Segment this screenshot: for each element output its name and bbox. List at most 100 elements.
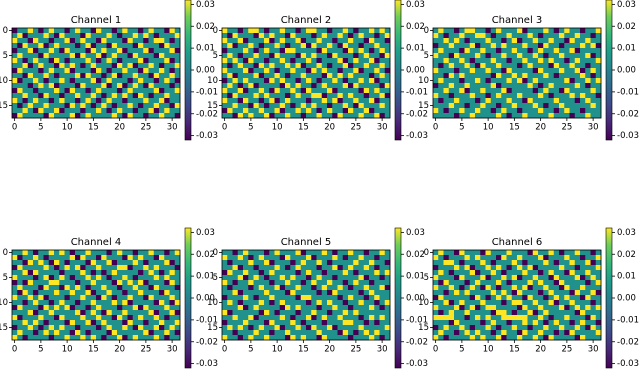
heatmap-cell xyxy=(64,33,71,39)
heatmap-cell xyxy=(22,33,29,39)
heatmap-cell xyxy=(285,295,291,301)
heatmap-cell xyxy=(90,88,97,94)
heatmap-cell xyxy=(64,93,71,99)
heatmap-cell xyxy=(321,38,328,44)
heatmap-cell xyxy=(43,78,50,84)
heatmap-cell xyxy=(490,260,497,266)
heatmap-cell xyxy=(96,68,102,74)
heatmap-cell xyxy=(569,250,576,256)
heatmap-cell xyxy=(464,103,471,109)
heatmap-cell xyxy=(501,270,507,276)
panel-title: Channel 5 xyxy=(281,237,332,248)
heatmap-cell xyxy=(496,43,502,49)
heatmap-cell xyxy=(321,33,328,39)
heatmap-cell xyxy=(532,38,539,44)
heatmap-cell xyxy=(43,265,50,271)
heatmap-cell xyxy=(90,38,97,44)
heatmap-cell xyxy=(122,275,128,281)
heatmap-cell xyxy=(248,83,254,89)
heatmap-cell xyxy=(132,335,139,341)
heatmap-cell xyxy=(511,275,518,281)
heatmap-cell xyxy=(17,275,23,281)
heatmap-cell xyxy=(248,275,254,281)
heatmap-cell xyxy=(543,300,549,306)
heatmap-cell xyxy=(595,38,602,44)
heatmap-cell xyxy=(316,310,323,316)
heatmap-cell xyxy=(337,93,344,99)
heatmap-cell xyxy=(580,48,586,54)
heatmap-cell xyxy=(253,108,260,114)
heatmap-cell xyxy=(22,315,29,321)
x-tick-label: 25 xyxy=(350,123,361,133)
heatmap-cell xyxy=(64,113,71,119)
heatmap-cell xyxy=(96,320,102,326)
heatmap-cell xyxy=(348,260,354,266)
heatmap-cell xyxy=(169,68,176,74)
heatmap-cell xyxy=(522,103,528,109)
heatmap-cell xyxy=(43,250,50,256)
heatmap-cell xyxy=(532,33,539,39)
heatmap-cell xyxy=(517,325,523,331)
heatmap-cell xyxy=(75,28,81,34)
heatmap-cell xyxy=(369,320,375,326)
heatmap-cell xyxy=(501,28,507,34)
heatmap-cell xyxy=(143,255,149,261)
heatmap-cell xyxy=(38,320,44,326)
heatmap-cell xyxy=(43,53,50,59)
heatmap-cell xyxy=(595,325,602,331)
heatmap-cell xyxy=(511,68,518,74)
heatmap-cell xyxy=(111,285,118,291)
heatmap-cell xyxy=(101,330,107,336)
heatmap-cell xyxy=(64,73,71,79)
heatmap-cell xyxy=(48,290,55,296)
heatmap-cell xyxy=(295,305,302,311)
heatmap-cell xyxy=(321,300,328,306)
heatmap-cell xyxy=(169,270,176,276)
heatmap-cell xyxy=(527,250,534,256)
heatmap-cell xyxy=(264,98,270,104)
heatmap-cell xyxy=(17,290,23,296)
heatmap-cell xyxy=(337,325,344,331)
heatmap-cell xyxy=(54,53,60,59)
heatmap-cell xyxy=(253,325,260,331)
heatmap-cell xyxy=(27,38,34,44)
colorbar-tick-label: 0.03 xyxy=(196,0,215,10)
heatmap-cell xyxy=(138,78,144,84)
heatmap-cell xyxy=(300,255,307,261)
heatmap-cell xyxy=(438,285,444,291)
heatmap-cell xyxy=(438,315,444,321)
heatmap-cell xyxy=(96,265,102,271)
heatmap-cell xyxy=(327,38,333,44)
y-tick-label: 0 xyxy=(3,248,8,258)
heatmap-cell xyxy=(454,290,460,296)
heatmap-cell xyxy=(321,260,328,266)
heatmap-cell xyxy=(306,58,312,64)
heatmap-cell xyxy=(490,305,497,311)
heatmap-cell xyxy=(595,83,602,89)
heatmap-cell xyxy=(321,270,328,276)
heatmap-cell xyxy=(22,68,29,74)
heatmap-cell xyxy=(148,310,155,316)
heatmap-cell xyxy=(480,73,486,79)
heatmap-cell xyxy=(475,63,481,69)
heatmap-cell xyxy=(174,53,181,59)
heatmap-cell xyxy=(279,78,286,84)
heatmap-cell xyxy=(332,260,338,266)
heatmap-cell xyxy=(384,33,391,39)
heatmap-cell xyxy=(253,48,260,54)
heatmap-cell xyxy=(127,285,134,291)
heatmap-cell xyxy=(75,320,81,326)
heatmap-cell xyxy=(169,250,176,256)
heatmap-cell xyxy=(337,315,344,321)
heatmap-cell xyxy=(532,320,539,326)
heatmap-cell xyxy=(574,103,581,109)
heatmap-cell xyxy=(379,280,386,286)
heatmap-cell xyxy=(27,68,34,74)
heatmap-cell xyxy=(227,33,233,39)
heatmap-cell xyxy=(258,290,265,296)
heatmap-cell xyxy=(475,83,481,89)
heatmap-cell xyxy=(595,255,602,261)
heatmap-cell xyxy=(543,53,549,59)
heatmap-cell xyxy=(379,265,386,271)
heatmap-cell xyxy=(80,325,86,331)
